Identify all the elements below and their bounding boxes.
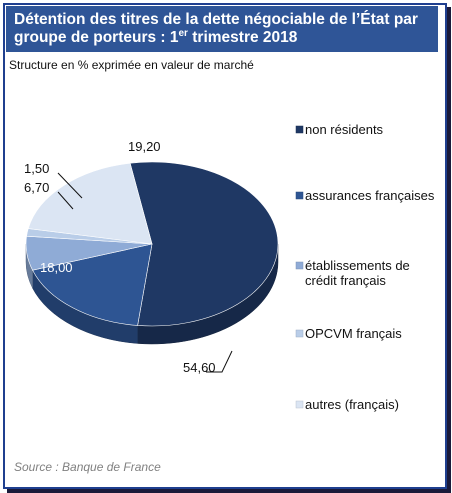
data-label-non-residents: 54,60 bbox=[183, 360, 216, 375]
legend-label-etablissements-de-credit-francais-line-1: établissements de bbox=[305, 258, 410, 273]
legend-swatch-assurances-francaises bbox=[295, 191, 304, 200]
legend-swatch-autres-francais bbox=[295, 400, 304, 409]
data-label-assurances-francaises: 18,00 bbox=[40, 260, 73, 275]
data-label-etablissements-de-credit-francais: 6,70 bbox=[24, 180, 49, 195]
legend-label-autres-francais: autres (français) bbox=[305, 397, 399, 412]
chart-title: Détention des titres de la dette négocia… bbox=[14, 11, 434, 47]
legend-label-etablissements-de-credit-francais-line-2: crédit français bbox=[305, 273, 386, 288]
legend-label-assurances-francaises: assurances françaises bbox=[305, 188, 435, 203]
data-label-autres-francais: 19,20 bbox=[128, 139, 161, 154]
data-labels: 54,60 18,00 6,70 1,50 19,20 bbox=[24, 139, 233, 375]
legend-swatch-non-residents bbox=[295, 125, 304, 134]
title-line-1: Détention des titres de la dette négocia… bbox=[14, 11, 418, 28]
title-line-2-suffix: trimestre 2018 bbox=[187, 29, 298, 46]
source-note: Source : Banque de France bbox=[14, 460, 161, 474]
pie-slice-autres-francais bbox=[27, 162, 153, 245]
legend: non résidents assurances françaises établi… bbox=[295, 122, 435, 412]
legend-swatch-opcvm-francais bbox=[295, 329, 304, 338]
title-line-2-prefix: groupe de porteurs : 1 bbox=[14, 29, 179, 46]
legend-swatch-etablissements-de-credit-francais bbox=[295, 261, 304, 270]
leader-line-etablissements-de-credit-francais bbox=[57, 191, 74, 210]
legend-label-opcvm-francais: OPCVM français bbox=[305, 326, 402, 341]
data-label-opcvm-francais: 1,50 bbox=[24, 161, 49, 176]
title-bar: Détention des titres de la dette négocia… bbox=[6, 6, 438, 52]
pie-slice-non-residents bbox=[129, 161, 279, 327]
pie-slice-assurances-francaises bbox=[32, 243, 153, 326]
legend-label-non-residents: non résidents bbox=[305, 122, 384, 137]
pie-tops bbox=[25, 161, 279, 327]
chart-subtitle: Structure en % exprimée en valeur de mar… bbox=[9, 58, 254, 72]
title-line-2-superscript: er bbox=[178, 27, 188, 39]
leader-line-non-residents bbox=[206, 350, 233, 373]
leader-line-opcvm-francais bbox=[57, 172, 83, 199]
